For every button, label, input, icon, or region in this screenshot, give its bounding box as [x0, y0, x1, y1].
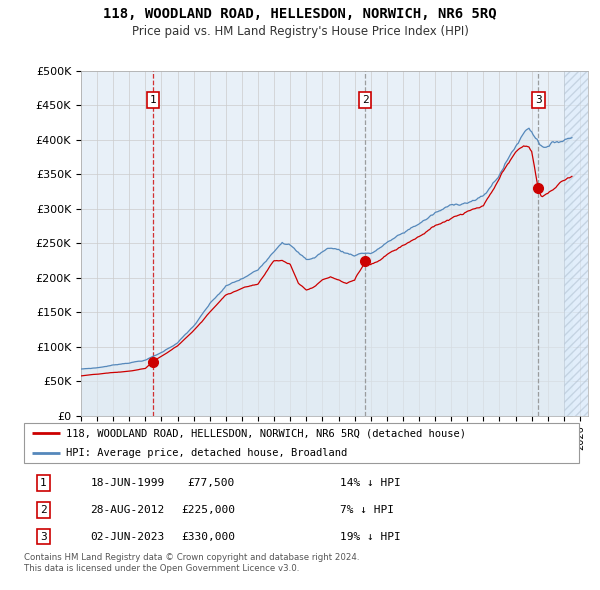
Text: Price paid vs. HM Land Registry's House Price Index (HPI): Price paid vs. HM Land Registry's House … — [131, 25, 469, 38]
Text: 3: 3 — [40, 532, 47, 542]
Text: 28-AUG-2012: 28-AUG-2012 — [91, 505, 165, 514]
Text: 3: 3 — [535, 95, 542, 105]
Text: 118, WOODLAND ROAD, HELLESDON, NORWICH, NR6 5RQ (detached house): 118, WOODLAND ROAD, HELLESDON, NORWICH, … — [65, 428, 466, 438]
Text: 02-JUN-2023: 02-JUN-2023 — [91, 532, 165, 542]
Text: 7% ↓ HPI: 7% ↓ HPI — [340, 505, 394, 514]
Text: 18-JUN-1999: 18-JUN-1999 — [91, 478, 165, 488]
Text: 2: 2 — [40, 505, 47, 514]
Text: 1: 1 — [40, 478, 47, 488]
Text: £330,000: £330,000 — [181, 532, 235, 542]
Text: £225,000: £225,000 — [181, 505, 235, 514]
Text: 14% ↓ HPI: 14% ↓ HPI — [340, 478, 401, 488]
Text: Contains HM Land Registry data © Crown copyright and database right 2024.
This d: Contains HM Land Registry data © Crown c… — [24, 553, 359, 573]
Text: 19% ↓ HPI: 19% ↓ HPI — [340, 532, 401, 542]
Text: HPI: Average price, detached house, Broadland: HPI: Average price, detached house, Broa… — [65, 448, 347, 458]
FancyBboxPatch shape — [24, 423, 579, 463]
Text: 118, WOODLAND ROAD, HELLESDON, NORWICH, NR6 5RQ: 118, WOODLAND ROAD, HELLESDON, NORWICH, … — [103, 7, 497, 21]
Text: £77,500: £77,500 — [188, 478, 235, 488]
Text: 2: 2 — [362, 95, 368, 105]
Text: 1: 1 — [149, 95, 156, 105]
